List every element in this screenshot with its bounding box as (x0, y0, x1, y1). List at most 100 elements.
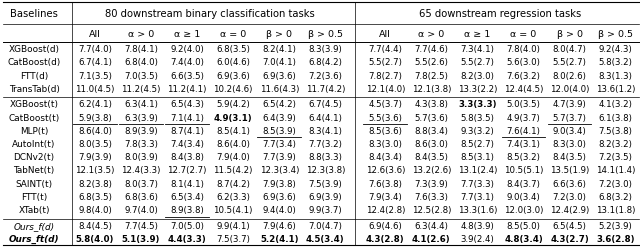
Text: 8.2(3.0): 8.2(3.0) (460, 71, 494, 80)
Text: 6.5(4.5): 6.5(4.5) (553, 221, 586, 230)
Text: All: All (89, 30, 100, 38)
Text: 9.3(3.2): 9.3(3.2) (461, 126, 494, 135)
Text: 11.2(4.5): 11.2(4.5) (122, 84, 161, 93)
Text: 9.0(3.4): 9.0(3.4) (553, 126, 586, 135)
Text: β > 0: β > 0 (266, 30, 292, 38)
Text: 6.3(4.4): 6.3(4.4) (414, 221, 448, 230)
Text: 7.2(3.0): 7.2(3.0) (553, 192, 586, 201)
Text: 7.9(3.9): 7.9(3.9) (78, 152, 112, 162)
Text: 9.4(4.0): 9.4(4.0) (262, 205, 296, 214)
Text: 11.7(4.2): 11.7(4.2) (306, 84, 345, 93)
Text: 6.7(4.1): 6.7(4.1) (78, 58, 112, 67)
Text: 7.2(3.6): 7.2(3.6) (308, 71, 342, 80)
Text: 4.8(3.9): 4.8(3.9) (461, 221, 494, 230)
Text: 5.5(2.7): 5.5(2.7) (460, 58, 494, 67)
Text: 12.1(3.5): 12.1(3.5) (75, 166, 115, 175)
Text: 8.4(4.5): 8.4(4.5) (78, 221, 112, 230)
Text: 8.9(3.9): 8.9(3.9) (124, 126, 158, 135)
Text: 6.0(4.6): 6.0(4.6) (216, 58, 250, 67)
Text: 8.3(1.3): 8.3(1.3) (599, 71, 632, 80)
Text: XGBoost(d): XGBoost(d) (8, 45, 60, 54)
Text: TransTab(d): TransTab(d) (9, 84, 60, 93)
Text: 7.5(3.7): 7.5(3.7) (216, 234, 250, 243)
Text: FTT(d): FTT(d) (20, 71, 48, 80)
Text: 13.1(2.4): 13.1(2.4) (458, 166, 497, 175)
Text: 13.5(1.9): 13.5(1.9) (550, 166, 589, 175)
Text: 7.7(3.4): 7.7(3.4) (262, 140, 296, 148)
Text: 8.2(4.1): 8.2(4.1) (262, 45, 296, 54)
Text: 6.4(4.1): 6.4(4.1) (308, 113, 342, 122)
Text: 6.6(3.6): 6.6(3.6) (553, 179, 586, 188)
Text: 13.2(2.6): 13.2(2.6) (412, 166, 451, 175)
Text: XGBoost(t): XGBoost(t) (10, 100, 59, 109)
Text: 4.7(3.9): 4.7(3.9) (553, 100, 586, 109)
Text: 6.8(4.0): 6.8(4.0) (124, 58, 158, 67)
Text: 4.1(3.2): 4.1(3.2) (599, 100, 632, 109)
Text: 5.5(3.6): 5.5(3.6) (368, 113, 402, 122)
Text: 8.5(3.1): 8.5(3.1) (460, 152, 494, 162)
Text: 8.1(4.1): 8.1(4.1) (170, 179, 204, 188)
Text: 7.6(4.1): 7.6(4.1) (507, 126, 540, 135)
Text: 8.3(4.1): 8.3(4.1) (308, 126, 342, 135)
Text: 9.0(3.4): 9.0(3.4) (507, 192, 540, 201)
Text: 5.9(3.8): 5.9(3.8) (78, 113, 112, 122)
Text: 8.3(3.0): 8.3(3.0) (553, 140, 586, 148)
Text: 6.2(3.3): 6.2(3.3) (216, 192, 250, 201)
Text: 8.5(4.1): 8.5(4.1) (216, 126, 250, 135)
Text: FTT(t): FTT(t) (21, 192, 47, 201)
Text: 3.9(2.4): 3.9(2.4) (461, 234, 494, 243)
Text: 8.0(2.6): 8.0(2.6) (553, 71, 586, 80)
Text: 8.2(3.8): 8.2(3.8) (78, 179, 112, 188)
Text: 5.0(3.5): 5.0(3.5) (507, 100, 540, 109)
Text: 5.5(2.6): 5.5(2.6) (414, 58, 448, 67)
Text: MLP(t): MLP(t) (20, 126, 48, 135)
Text: 9.8(4.0): 9.8(4.0) (78, 205, 112, 214)
Text: 8.7(4.1): 8.7(4.1) (170, 126, 204, 135)
Text: 7.8(3.3): 7.8(3.3) (124, 140, 158, 148)
Text: 8.4(3.4): 8.4(3.4) (368, 152, 402, 162)
Text: 5.2(3.9): 5.2(3.9) (599, 221, 632, 230)
Text: 7.7(4.5): 7.7(4.5) (124, 221, 158, 230)
Text: 7.7(3.2): 7.7(3.2) (308, 140, 342, 148)
Text: 13.3(2.2): 13.3(2.2) (458, 84, 497, 93)
Text: DCNv2(t): DCNv2(t) (13, 152, 54, 162)
Text: 8.5(5.0): 8.5(5.0) (507, 221, 540, 230)
Text: 4.9(3.7): 4.9(3.7) (507, 113, 540, 122)
Text: 8.3(3.9): 8.3(3.9) (308, 45, 342, 54)
Text: 9.2(4.3): 9.2(4.3) (599, 45, 632, 54)
Text: 8.5(2.7): 8.5(2.7) (460, 140, 494, 148)
Text: Ours_f(d): Ours_f(d) (13, 221, 54, 230)
Text: 8.9(3.8): 8.9(3.8) (170, 205, 204, 214)
Text: 13.1(1.8): 13.1(1.8) (596, 205, 636, 214)
Text: 6.8(3.5): 6.8(3.5) (216, 45, 250, 54)
Text: 8.8(3.4): 8.8(3.4) (414, 126, 448, 135)
Text: 12.3(3.4): 12.3(3.4) (260, 166, 299, 175)
Text: 9.9(3.7): 9.9(3.7) (308, 205, 342, 214)
Text: 6.4(3.9): 6.4(3.9) (262, 113, 296, 122)
Text: 4.3(2.8): 4.3(2.8) (366, 234, 404, 243)
Text: CatBoost(t): CatBoost(t) (8, 113, 60, 122)
Text: 7.9(3.4): 7.9(3.4) (369, 192, 402, 201)
Text: 6.9(3.9): 6.9(3.9) (308, 192, 342, 201)
Text: 5.9(4.2): 5.9(4.2) (216, 100, 250, 109)
Text: 7.7(4.6): 7.7(4.6) (414, 45, 448, 54)
Text: 12.0(4.0): 12.0(4.0) (550, 84, 589, 93)
Text: 7.0(4.7): 7.0(4.7) (308, 221, 342, 230)
Text: 7.9(4.6): 7.9(4.6) (262, 221, 296, 230)
Text: 11.2(4.1): 11.2(4.1) (168, 84, 207, 93)
Text: 12.6(3.6): 12.6(3.6) (365, 166, 405, 175)
Text: 7.2(3.5): 7.2(3.5) (599, 152, 632, 162)
Text: α = 0: α = 0 (220, 30, 246, 38)
Text: 12.0(3.0): 12.0(3.0) (504, 205, 543, 214)
Text: 7.1(4.1): 7.1(4.1) (170, 113, 204, 122)
Text: 8.0(3.9): 8.0(3.9) (124, 152, 158, 162)
Text: 11.0(4.5): 11.0(4.5) (75, 84, 115, 93)
Text: 9.7(4.0): 9.7(4.0) (124, 205, 158, 214)
Text: 8.5(3.9): 8.5(3.9) (262, 126, 296, 135)
Text: 7.8(4.0): 7.8(4.0) (507, 45, 540, 54)
Text: 5.1(3.9): 5.1(3.9) (122, 234, 160, 243)
Text: 6.3(3.9): 6.3(3.9) (124, 113, 158, 122)
Text: 6.8(4.2): 6.8(4.2) (308, 58, 342, 67)
Text: 12.5(2.8): 12.5(2.8) (412, 205, 451, 214)
Text: 8.0(3.5): 8.0(3.5) (78, 140, 112, 148)
